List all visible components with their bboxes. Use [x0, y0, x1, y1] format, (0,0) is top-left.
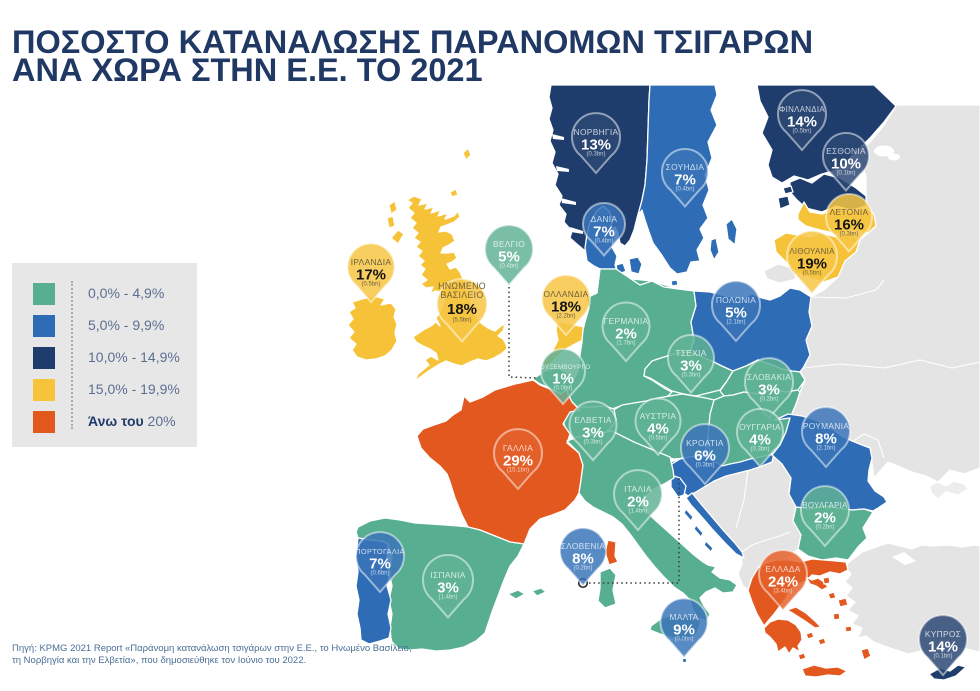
svg-text:18%: 18% [551, 299, 581, 316]
svg-text:(0.1bn): (0.1bn) [933, 654, 952, 660]
svg-text:(0.4bn): (0.4bn) [499, 264, 518, 270]
svg-text:3%: 3% [582, 425, 604, 442]
svg-text:ΤΣΕΧΙΑ: ΤΣΕΧΙΑ [675, 348, 706, 358]
svg-text:(0.5bn): (0.5bn) [802, 271, 821, 277]
svg-text:(0.0bn): (0.0bn) [674, 637, 693, 643]
svg-text:ΣΛΟΒΑΚΙΑ: ΣΛΟΒΑΚΙΑ [747, 372, 791, 382]
svg-text:8%: 8% [572, 551, 594, 568]
svg-text:(0.3bn): (0.3bn) [583, 440, 602, 446]
svg-text:ΟΥΓΓΑΡΙΑ: ΟΥΓΓΑΡΙΑ [739, 422, 781, 432]
svg-text:ΔΑΝΙΑ: ΔΑΝΙΑ [591, 214, 618, 224]
svg-text:ΚΥΠΡΟΣ: ΚΥΠΡΟΣ [925, 629, 961, 639]
svg-text:(15.1bn): (15.1bn) [507, 468, 529, 474]
svg-text:18%: 18% [447, 301, 477, 318]
svg-text:3%: 3% [758, 382, 780, 399]
svg-text:(0.5bn): (0.5bn) [792, 129, 811, 135]
svg-text:ΜΑΛΤΑ: ΜΑΛΤΑ [669, 612, 698, 622]
svg-text:2%: 2% [814, 510, 836, 527]
svg-text:14%: 14% [928, 639, 958, 656]
svg-text:3%: 3% [437, 580, 459, 597]
svg-text:ΓΑΛΛΙΑ: ΓΑΛΛΙΑ [503, 443, 533, 453]
svg-text:4%: 4% [749, 432, 771, 449]
svg-text:(0.5bn): (0.5bn) [648, 436, 667, 442]
svg-text:ΒΟΥΛΓΑΡΙΑ: ΒΟΥΛΓΑΡΙΑ [802, 501, 848, 510]
svg-text:8%: 8% [815, 431, 837, 448]
svg-text:ΣΟΥΗΔΙΑ: ΣΟΥΗΔΙΑ [666, 162, 705, 172]
svg-text:(0.2bn): (0.2bn) [573, 566, 592, 572]
svg-text:ΕΣΘΟΝΙΑ: ΕΣΘΟΝΙΑ [826, 146, 866, 156]
svg-text:ΛΙΘΟΥΑΝΙΑ: ΛΙΘΟΥΑΝΙΑ [789, 247, 835, 256]
svg-text:(2.1bn): (2.1bn) [726, 320, 745, 326]
svg-text:(1.7bn): (1.7bn) [616, 341, 635, 347]
svg-text:(0.3bn): (0.3bn) [695, 463, 714, 469]
svg-text:10%: 10% [831, 156, 861, 173]
svg-text:(0.2bn): (0.2bn) [759, 397, 778, 403]
svg-text:(0.3bn): (0.3bn) [839, 232, 858, 238]
svg-text:7%: 7% [369, 556, 391, 573]
svg-text:ΟΛΛΑΝΔΙΑ: ΟΛΛΑΝΔΙΑ [543, 289, 588, 299]
svg-text:1%: 1% [552, 371, 574, 388]
svg-text:ΡΟΥΜΑΝΙΑ: ΡΟΥΜΑΝΙΑ [803, 421, 849, 431]
svg-text:ΦΙΝΛΑΝΔΙΑ: ΦΙΝΛΑΝΔΙΑ [779, 105, 825, 114]
svg-text:7%: 7% [593, 224, 615, 241]
svg-text:ΙΡΛΑΝΔΙΑ: ΙΡΛΑΝΔΙΑ [351, 257, 392, 267]
svg-text:ΠΟΡΤΟΓΑΛΙΑ: ΠΟΡΤΟΓΑΛΙΑ [355, 547, 404, 556]
svg-text:ΙΤΑΛΙΑ: ΙΤΑΛΙΑ [624, 484, 652, 494]
svg-text:(2.1bn): (2.1bn) [816, 446, 835, 452]
svg-text:24%: 24% [768, 574, 798, 591]
svg-text:(0.3bn): (0.3bn) [681, 373, 700, 379]
svg-text:5%: 5% [725, 305, 747, 322]
svg-text:(0.3bn): (0.3bn) [586, 152, 605, 158]
svg-text:ΣΛΟΒΕΝΙΑ: ΣΛΟΒΕΝΙΑ [561, 541, 606, 551]
svg-text:(1.4bn): (1.4bn) [438, 595, 457, 601]
svg-text:5%: 5% [498, 249, 520, 266]
svg-text:(0.0bn): (0.0bn) [553, 386, 572, 392]
svg-text:19%: 19% [797, 256, 827, 273]
svg-text:(2.2bn): (2.2bn) [556, 314, 575, 320]
svg-text:29%: 29% [503, 453, 533, 470]
svg-text:2%: 2% [615, 326, 637, 343]
svg-text:(0.2bn): (0.2bn) [815, 525, 834, 531]
svg-text:(0.3bn): (0.3bn) [750, 447, 769, 453]
svg-text:ΠΟΛΩΝΙΑ: ΠΟΛΩΝΙΑ [716, 295, 756, 305]
svg-text:(0.5bn): (0.5bn) [361, 282, 380, 288]
svg-text:ΛΕΤΟΝΙΑ: ΛΕΤΟΝΙΑ [830, 207, 869, 217]
svg-text:(3.4bn): (3.4bn) [773, 589, 792, 595]
svg-text:7%: 7% [674, 172, 696, 189]
svg-text:9%: 9% [673, 622, 695, 639]
svg-text:ΕΛΛΑΔΑ: ΕΛΛΑΔΑ [765, 564, 800, 574]
svg-text:17%: 17% [356, 267, 386, 284]
svg-text:(5.5bn): (5.5bn) [452, 318, 471, 324]
svg-text:4%: 4% [647, 421, 669, 438]
svg-text:ΒΕΛΓΙΟ: ΒΕΛΓΙΟ [493, 239, 525, 249]
svg-text:6%: 6% [694, 448, 716, 465]
svg-text:(1.4bn): (1.4bn) [628, 509, 647, 515]
svg-text:ΕΛΒΕΤΙΑ: ΕΛΒΕΤΙΑ [574, 415, 612, 425]
svg-text:16%: 16% [834, 217, 864, 234]
svg-text:ΓΕΡΜΑΝΙΑ: ΓΕΡΜΑΝΙΑ [604, 316, 649, 326]
svg-text:3%: 3% [680, 358, 702, 375]
svg-text:(0.4bn): (0.4bn) [675, 187, 694, 193]
svg-text:14%: 14% [787, 114, 817, 131]
svg-text:(0.1bn): (0.1bn) [836, 171, 855, 177]
svg-text:2%: 2% [627, 494, 649, 511]
svg-text:ΗΝΩΜΕΝΟ: ΗΝΩΜΕΝΟ [438, 281, 486, 291]
svg-text:ΑΥΣΤΡΙΑ: ΑΥΣΤΡΙΑ [640, 411, 677, 421]
svg-text:(0.6bn): (0.6bn) [370, 571, 389, 577]
svg-text:ΙΣΠΑΝΙΑ: ΙΣΠΑΝΙΑ [430, 570, 465, 580]
svg-text:ΒΑΣΙΛΕΙΟ: ΒΑΣΙΛΕΙΟ [440, 290, 483, 300]
svg-text:(0.4bn): (0.4bn) [594, 239, 613, 245]
svg-text:ΚΡΟΑΤΙΑ: ΚΡΟΑΤΙΑ [686, 438, 724, 448]
svg-text:13%: 13% [581, 137, 611, 154]
svg-text:ΛΟΥΞΕΜΒΟΥΡΓΟ: ΛΟΥΞΕΜΒΟΥΡΓΟ [536, 364, 591, 371]
svg-text:ΝΟΡΒΗΓΙΑ: ΝΟΡΒΗΓΙΑ [574, 127, 619, 137]
